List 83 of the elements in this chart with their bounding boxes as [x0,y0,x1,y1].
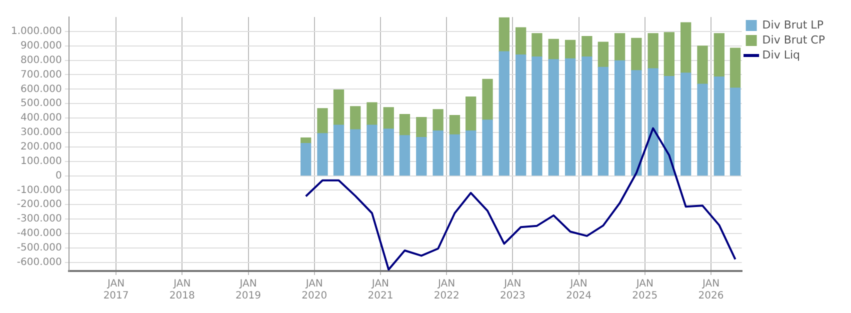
bar [516,54,526,176]
bar [366,102,378,126]
bar [664,32,675,77]
y-tick-label: -100.000 [16,184,62,196]
bar [449,114,460,136]
x-tick-label: JAN 2022 [434,278,460,302]
bar [582,36,592,58]
y-tick-label: 300.000 [20,127,62,138]
bar [631,70,642,176]
y-tick-label: 1.000.000 [10,26,62,38]
x-tick-label: JAN 2021 [368,278,394,302]
y-tick-label: 700.000 [20,69,62,80]
bar [664,76,675,176]
bar [482,120,493,176]
bar [730,48,741,88]
bar [714,76,724,176]
y-tick-label: 600.000 [20,84,62,95]
x-tick-label: JAN 2017 [103,278,129,302]
legend-label: Div Brut CP [762,33,826,46]
bar [498,17,510,52]
bar [416,116,427,138]
bar [317,108,328,134]
bar [680,72,692,176]
bar [548,59,559,176]
bar [564,58,576,176]
bar [730,88,741,176]
y-tick-label: -300.000 [16,214,62,225]
x-tick-label: JAN 2019 [236,278,261,302]
bar [466,96,476,132]
y-tick-label: -500.000 [16,242,62,254]
bar [333,124,344,176]
bar [383,107,394,130]
y-tick-label: 900.000 [20,40,62,52]
bar [416,137,427,176]
bar [614,60,626,176]
bar [317,133,328,176]
x-tick-label: JAN 2025 [632,278,658,302]
bar [498,51,510,176]
bar [350,106,361,130]
bar [482,78,493,120]
x-tick-label: JAN 2023 [500,278,526,302]
bar [631,38,642,71]
bar [399,135,410,176]
bar [598,42,609,68]
x-tick-label: JAN 2020 [302,278,328,302]
bar [714,33,724,78]
y-tick-label: 500.000 [20,98,62,110]
bar [449,134,460,176]
bar [432,109,444,132]
bar [697,84,708,176]
y-tick-label: -600.000 [16,256,62,268]
bar [697,46,708,84]
x-tick-label: JAN 2018 [169,278,195,302]
legend-label: Div Liq [762,48,800,62]
y-tick-label: -400.000 [16,228,62,240]
y-tick-label: 200.000 [20,141,62,152]
y-tick-label: 100.000 [20,156,62,167]
bar [598,66,609,176]
bar [648,68,658,176]
bar [582,56,592,176]
bar [383,128,394,176]
x-tick-label: JAN 2024 [566,278,592,302]
bar [399,114,410,136]
bar [532,56,542,176]
y-tick-label: 0 [56,170,62,182]
bar [532,33,542,58]
bar [614,33,626,62]
bar [516,27,526,56]
bar [333,90,344,126]
bar [300,142,312,176]
bar [350,129,361,176]
bar [648,33,658,69]
bar [548,38,559,60]
bar [564,40,576,60]
y-tick-label: 400.000 [20,112,62,124]
bar [466,130,476,176]
legend-label: Div Brut LP [762,18,824,32]
bar [366,124,378,176]
bar [432,130,444,176]
y-tick-label: 800.000 [20,54,62,66]
y-tick-label: -200.000 [16,199,62,210]
bar [680,22,692,74]
x-tick-label: JAN 2026 [698,278,724,302]
